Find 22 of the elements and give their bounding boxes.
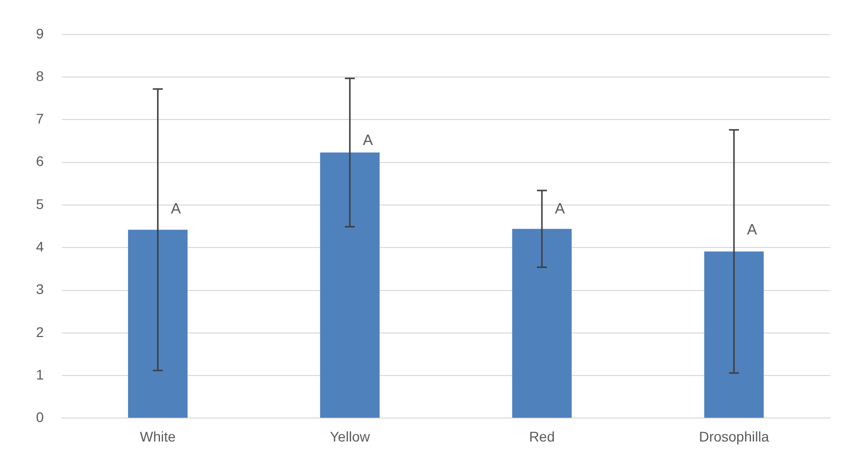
y-tick-label: 4 [36, 238, 44, 254]
bar [320, 152, 380, 418]
x-tick-label: Yellow [330, 428, 371, 444]
y-tick-label: 5 [36, 196, 44, 212]
annotation: A [362, 132, 373, 150]
annotation: A [746, 222, 757, 239]
x-tick-label: White [140, 428, 176, 444]
y-tick-label: 2 [36, 324, 44, 340]
annotation: A [554, 200, 565, 218]
x-tick-label: Red [529, 428, 555, 444]
y-tick-label: 3 [36, 281, 44, 298]
annotation: A [170, 200, 181, 218]
bar [512, 228, 572, 418]
y-tick-label: 8 [36, 68, 44, 84]
y-tick-label: 9 [36, 25, 44, 42]
y-tick-label: 0 [36, 409, 44, 426]
y-tick-label: 1 [36, 366, 44, 382]
y-tick-label: 6 [36, 153, 44, 170]
bar [704, 251, 764, 418]
x-tick-label: Drosophilla [698, 428, 770, 444]
y-tick-label: 7 [36, 110, 44, 127]
bar [128, 230, 188, 418]
